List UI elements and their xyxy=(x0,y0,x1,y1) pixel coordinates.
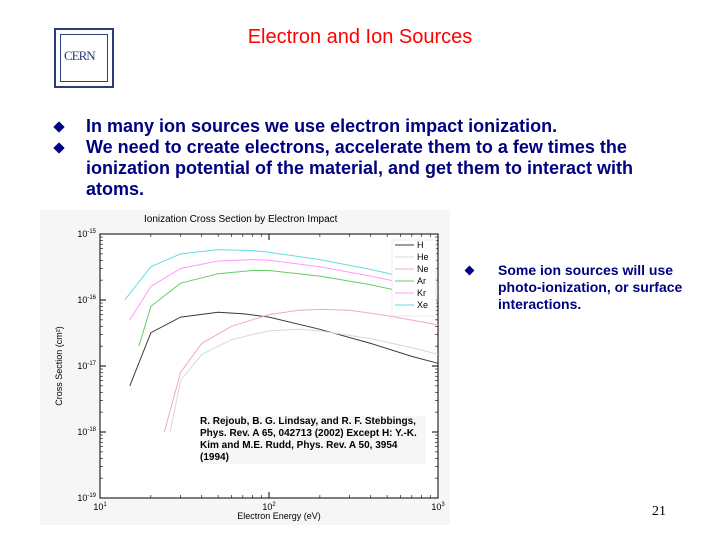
side-bullet-text: Some ion sources will use photo-ionizati… xyxy=(498,262,683,312)
y-tick-label: 10-18 xyxy=(77,427,96,437)
reference-citation: R. Rejoub, B. G. Lindsay, and R. F. Steb… xyxy=(200,416,426,464)
legend-label: Xe xyxy=(417,300,428,310)
legend-label: Kr xyxy=(417,288,426,298)
legend-label: He xyxy=(417,252,429,262)
logo-frame xyxy=(60,34,108,82)
cern-logo: CERN xyxy=(54,28,114,88)
chart-svg: Ionization Cross Section by Electron Imp… xyxy=(54,214,445,521)
series-line-kr xyxy=(129,259,439,321)
logo-text: CERN xyxy=(64,48,96,63)
bullet-text: In many ion sources we use electron impa… xyxy=(86,116,558,136)
y-tick-label: 10-16 xyxy=(77,295,96,305)
bullet-text: We need to create electrons, accelerate … xyxy=(86,137,634,199)
x-axis-label: Electron Energy (eV) xyxy=(237,511,321,521)
slide-title: Electron and Ion Sources xyxy=(247,26,473,48)
cross-section-chart: Ionization Cross Section by Electron Imp… xyxy=(40,210,450,525)
series-line-xe xyxy=(124,249,439,301)
series-line-h xyxy=(129,311,439,387)
x-tick-label: 101 xyxy=(93,502,107,512)
bullet-diamond-icon xyxy=(53,142,65,154)
series-line-ar xyxy=(138,270,439,347)
series-line-ne xyxy=(163,308,439,433)
page-number: 21 xyxy=(652,504,666,519)
y-tick-label: 10-15 xyxy=(77,229,96,239)
legend-box xyxy=(391,239,437,317)
y-axis-label: Cross Section (cm²) xyxy=(54,326,64,406)
y-tick-label: 10-17 xyxy=(77,361,96,371)
bullet-item: In many ion sources we use electron impa… xyxy=(50,116,690,137)
bullet-diamond-icon xyxy=(464,265,475,276)
legend-label: Ne xyxy=(417,264,429,274)
bullet-item: We need to create electrons, accelerate … xyxy=(50,137,690,200)
legend-label: Ar xyxy=(417,276,426,286)
y-tick-label: 10-19 xyxy=(77,493,96,503)
bullet-diamond-icon xyxy=(53,121,65,133)
side-bullet: Some ion sources will use photo-ionizati… xyxy=(462,262,702,313)
series-line-he xyxy=(169,328,439,433)
legend-label: H xyxy=(417,240,424,250)
main-bullet-list: In many ion sources we use electron impa… xyxy=(50,116,690,200)
chart-title: Ionization Cross Section by Electron Imp… xyxy=(144,214,338,225)
x-tick-label: 102 xyxy=(262,502,276,512)
x-tick-label: 103 xyxy=(431,502,445,512)
